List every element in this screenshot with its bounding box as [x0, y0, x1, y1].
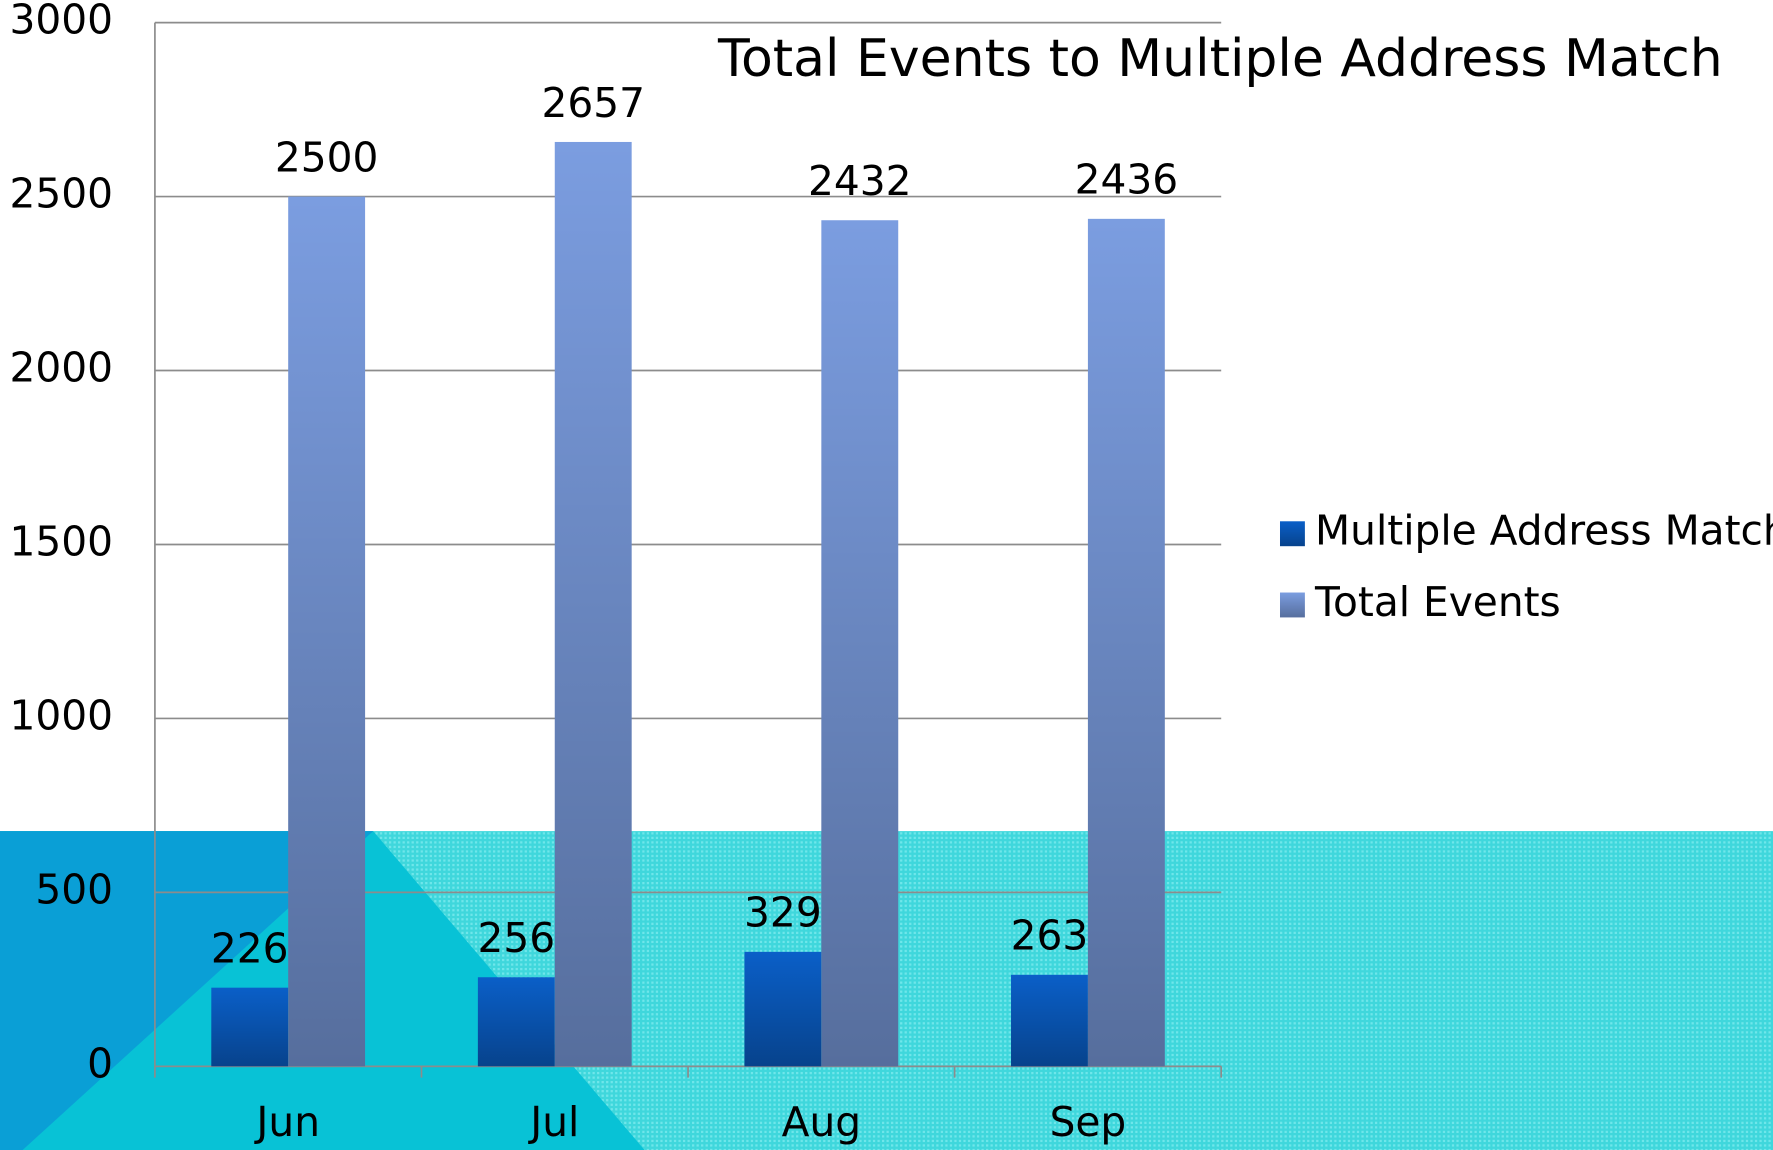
data-label: 226 [211, 924, 289, 972]
legend-label: Total Events [1314, 578, 1561, 626]
y-tick-label: 2000 [10, 344, 114, 392]
bar-shade [554, 141, 632, 1067]
chart-title: Total Events to Multiple Address Match [717, 29, 1723, 89]
x-tick-label: Sep [1050, 1098, 1127, 1146]
y-tick-label: 1000 [10, 691, 114, 739]
data-label: 2500 [275, 133, 379, 181]
y-tick-label: 500 [35, 865, 113, 913]
data-label: 263 [1011, 912, 1089, 960]
bar-shade [288, 196, 366, 1067]
legend-label: Multiple Address Match [1315, 507, 1773, 555]
bar-shade [744, 951, 822, 1067]
bar-shade [1011, 974, 1088, 1067]
bar-shade [821, 220, 899, 1067]
y-tick-label: 0 [87, 1039, 113, 1087]
data-label: 329 [744, 889, 822, 937]
data-label: 2436 [1075, 156, 1179, 204]
bar-shade [477, 977, 555, 1067]
bar-shade [211, 987, 289, 1067]
data-label: 2432 [808, 157, 912, 205]
y-tick-label: 1500 [10, 517, 114, 565]
y-tick-label: 2500 [10, 170, 114, 218]
legend-swatch-shade [1279, 521, 1305, 547]
legend-swatch-shade [1279, 592, 1305, 618]
data-label: 256 [477, 914, 555, 962]
y-tick-label: 3000 [10, 0, 114, 44]
bar-shade [1087, 218, 1165, 1067]
x-tick-label: Aug [782, 1098, 861, 1146]
data-label: 2657 [541, 79, 645, 127]
x-tick-label: Jun [253, 1098, 320, 1146]
background-shape [0, 831, 374, 1150]
x-tick-label: Jul [527, 1098, 579, 1146]
